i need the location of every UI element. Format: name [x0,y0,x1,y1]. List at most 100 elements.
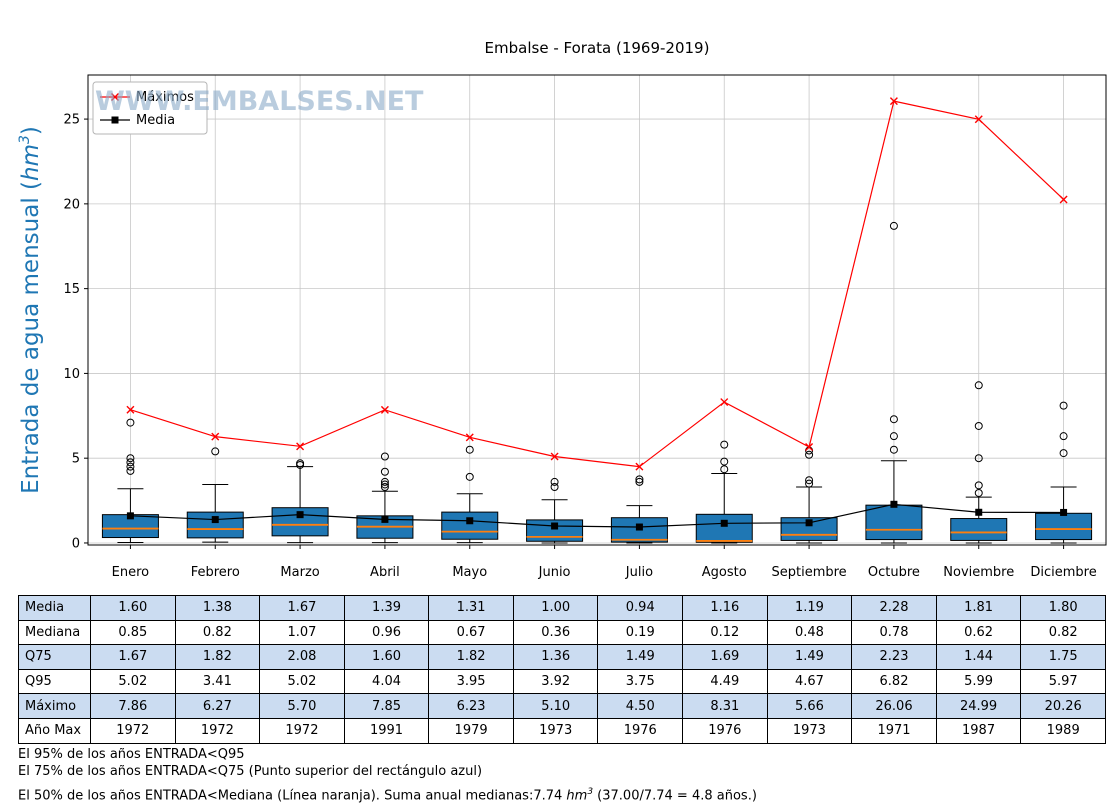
mean-marker [720,519,728,527]
outlier-point [465,472,474,481]
table-cell: 3.41 [174,668,261,695]
table-cell: 20.26 [1020,693,1106,719]
legend-item-maximos: Máximos [100,90,194,105]
table-cell: 0.82 [1020,619,1106,646]
outlier-point [550,483,559,492]
monthly-stats-table: Media 1.60 1.38 1.67 1.39 1.31 1.00 0.94 1.16 1.1… [18,595,1106,744]
y-tick-label: 25 [63,113,80,128]
table-cell: 2.08 [259,644,345,670]
outlier-point [974,454,983,463]
footnote-unit: hm [566,788,588,804]
table-cell: 0.19 [597,619,684,646]
outlier-point [805,479,814,488]
table-cell: 1.07 [259,619,345,646]
table-cell: 5.66 [766,693,853,719]
table-cell: 1987 [935,717,1022,744]
table-row: Mediana 0.85 0.82 1.07 0.96 0.67 0.36 0.19 0.12 0… [18,619,1106,646]
boxplot-chart: 0 5 10 15 20 25 Enero Febrero Marzo Abril Mayo Juni… [17,39,1107,580]
x-tick-label: Agosto [702,565,747,580]
mean-marker [635,523,643,531]
table-cell: 5.02 [259,668,345,695]
table-cell: 0.48 [766,619,853,646]
mean-marker [890,500,898,508]
table-cell: 7.85 [343,693,430,719]
x-tick-label: Junio [538,565,571,580]
outlier-point [380,452,389,461]
box-noviembre [950,381,1008,544]
svg-text:Media: Media [136,113,175,128]
outlier-point [126,454,135,463]
table-cell: 0.94 [597,595,684,621]
table-cell: 2.28 [851,595,937,621]
chart-title: Embalse - Forata (1969-2019) [485,39,710,57]
table-cell: 5.99 [935,668,1022,695]
outlier-point [805,476,814,485]
box-octubre [865,221,923,544]
box-agosto [695,440,753,544]
table-cell: 1.49 [766,644,853,670]
table-cell: 1979 [428,717,514,744]
outlier-point [974,481,983,490]
mean-line-series [126,500,1068,531]
table-cell: 1976 [682,717,768,744]
table-cell: 1972 [174,717,261,744]
table-cell: 1.36 [512,644,599,670]
table-cell: 1972 [259,717,345,744]
mean-marker [466,517,474,525]
mean-marker [805,519,813,527]
outlier-point [635,477,644,486]
y-tick-label: 10 [63,367,80,382]
x-tick-label: Mayo [452,565,487,580]
table-cell: 1.19 [766,595,853,621]
table-cell: 6.82 [851,668,937,695]
outlier-point [635,475,644,484]
footnote-q75: El 75% de los años ENTRADA<Q75 (Punto su… [18,764,483,779]
footnote-median: El 50% de los años ENTRADA<Mediana (Líne… [18,784,757,804]
table-cell: 1.60 [343,644,430,670]
outlier-point [974,421,983,430]
table-row-label: Año Max [18,717,91,744]
outlier-point [380,483,389,492]
table-cell: 4.50 [597,693,684,719]
table-cell: 1.82 [174,644,261,670]
table-cell: 1973 [766,717,853,744]
legend-item-media: Media [100,113,175,128]
outlier-point [1059,432,1068,441]
table-cell: 5.70 [259,693,345,719]
table-cell: 6.27 [174,693,261,719]
table-row-label: Media [18,595,91,621]
x-tick-label: Septiembre [771,565,846,580]
x-tick-label: Diciembre [1030,565,1096,580]
table-cell: 1971 [851,717,937,744]
outlier-point [889,221,898,230]
outlier-point [889,415,898,424]
table-cell: 0.12 [682,619,768,646]
outlier-point [380,477,389,486]
max-line-series [126,97,1068,471]
mean-marker [975,508,983,516]
table-cell: 1.81 [935,595,1022,621]
table-cell: 4.49 [682,668,768,695]
outlier-point [465,445,474,454]
box-marzo [271,459,329,544]
table-cell: 1.69 [682,644,768,670]
table-cell: 1.75 [1020,644,1106,670]
table-cell: 1.31 [428,595,514,621]
mean-marker [381,515,389,523]
table-cell: 1.49 [597,644,684,670]
table-cell: 0.85 [90,619,176,646]
table-cell: 1.60 [90,595,176,621]
table-cell: 24.99 [935,693,1022,719]
outlier-point [720,457,729,466]
x-tick-label: Noviembre [943,565,1014,580]
outlier-point [889,432,898,441]
footnote-median-text: El 50% de los años ENTRADA<Mediana (Líne… [18,788,567,804]
table-row-label: Q95 [18,668,91,695]
table-cell: 1.39 [343,595,430,621]
x-tick-label: Febrero [191,565,240,580]
y-tick-label: 20 [63,197,80,212]
table-row: Q95 5.02 3.41 5.02 4.04 3.95 3.92 3.75 4.49 4.67 6… [18,668,1106,695]
table-cell: 1.16 [682,595,768,621]
table-cell: 0.62 [935,619,1022,646]
